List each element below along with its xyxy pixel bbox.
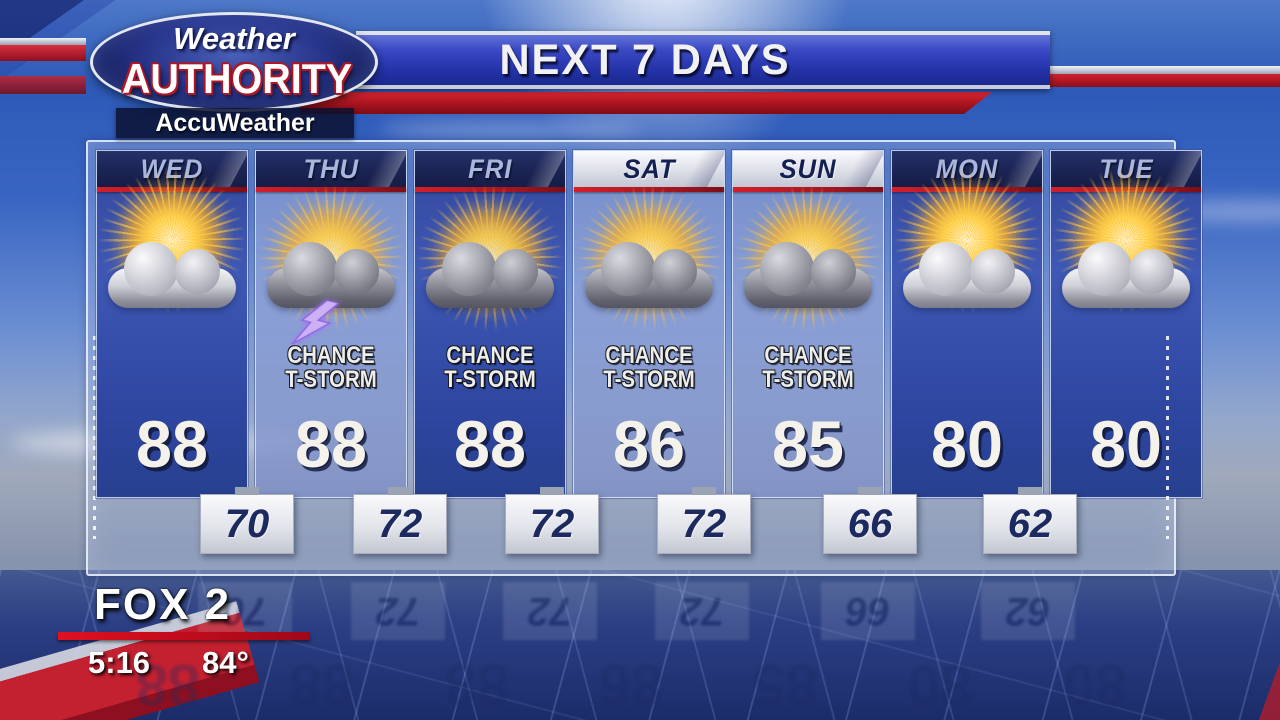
reflection-low: 72	[655, 582, 749, 640]
reflection-high: 85	[753, 652, 818, 718]
header-red-stripe	[0, 45, 86, 61]
reflection-low: 66	[821, 582, 915, 640]
header-silver-stripe	[0, 38, 86, 45]
condition-label: CHANCE T-STORM	[762, 342, 854, 393]
low-temp: 72	[505, 487, 599, 554]
logo-accuweather-text: AccuWeather	[155, 108, 315, 137]
condition-label	[108, 340, 236, 396]
condition-label: CHANCE T-STORM	[444, 342, 536, 393]
day-tab: THU	[256, 151, 406, 187]
forecast-column-sun: SUN CHANCE T-STORM 85	[732, 150, 884, 498]
forecast-column-mon: MON 80	[891, 150, 1043, 498]
header-red-stripe	[0, 76, 86, 94]
cloud-icon	[744, 242, 872, 308]
cloud-icon	[426, 242, 554, 308]
high-temp: 88	[136, 406, 208, 481]
low-temps-row: 70 72 72 72 66 62	[88, 487, 1174, 558]
day-tab-weekend: SAT	[574, 151, 724, 187]
condition-label	[1062, 340, 1190, 396]
banner-red-underbar	[300, 92, 992, 114]
forecast-column-fri: FRI CHANCE T-STORM 88	[414, 150, 566, 498]
banner: NEXT 7 DAYS	[356, 31, 1050, 89]
sun-and-cloud-icon	[97, 166, 247, 336]
station-bug: FOX 2 5:16 84°	[58, 580, 328, 681]
low-temp: 72	[657, 487, 751, 554]
day-tab-weekend: SUN	[733, 151, 883, 187]
reflection-low: 72	[351, 582, 445, 640]
low-temp: 70	[200, 487, 294, 554]
condition-label: CHANCE T-STORM	[603, 342, 695, 393]
cloud-icon	[1062, 242, 1190, 308]
reflection-high: 86	[598, 652, 664, 718]
banner-title: NEXT 7 DAYS	[499, 35, 791, 84]
header-red-stripe	[1040, 74, 1280, 87]
cloud-icon	[903, 242, 1031, 308]
weather-authority-logo: Weather AUTHORITY AccuWeather	[74, 4, 396, 138]
lightning-bolt-icon	[291, 299, 341, 345]
day-label: THU	[303, 153, 359, 184]
thunderstorm-icon	[256, 184, 406, 345]
sun-behind-cloud-icon	[733, 184, 883, 336]
low-temp: 62	[983, 487, 1077, 554]
cloud-streak	[380, 120, 640, 140]
header-silver-stripe	[1028, 66, 1280, 74]
station-logo-text: FOX 2	[94, 580, 232, 629]
condition-label	[903, 340, 1031, 396]
logo-weather-text: Weather	[173, 21, 295, 56]
high-temp: 86	[613, 406, 685, 481]
high-temp: 88	[454, 406, 526, 481]
station-bug-red-line	[58, 632, 310, 640]
storm-cloud-icon	[267, 242, 395, 308]
day-label: SAT	[622, 153, 676, 184]
sun-and-cloud-icon	[1051, 166, 1201, 336]
day-tab: FRI	[415, 151, 565, 187]
forecast-column-tue: TUE 80	[1050, 150, 1202, 498]
reflection-high: 80	[1061, 652, 1127, 718]
cloud-icon	[108, 242, 236, 308]
day-label: SUN	[779, 153, 837, 184]
high-temp: 80	[931, 406, 1003, 481]
high-temp: 85	[772, 406, 844, 481]
current-time: 5:16	[88, 645, 151, 680]
reflection-low: 72	[503, 582, 597, 640]
reflection-high: 88	[444, 652, 509, 718]
cloud-icon	[585, 242, 713, 308]
day-label: FRI	[467, 153, 513, 184]
sun-behind-cloud-icon	[415, 184, 565, 336]
current-temperature: 84°	[202, 645, 249, 680]
logo-globe-oval: Weather AUTHORITY	[90, 12, 378, 112]
logo-accuweather-bar: AccuWeather	[116, 108, 354, 138]
low-temp: 66	[823, 487, 917, 554]
condition-label: CHANCE T-STORM	[285, 342, 377, 393]
high-temp: 88	[295, 406, 367, 481]
forecast-column-wed: WED 88	[96, 150, 248, 498]
low-temp: 72	[353, 487, 447, 554]
high-temp: 80	[1090, 406, 1162, 481]
forecast-column-sat: SAT CHANCE T-STORM 86	[573, 150, 725, 498]
forecast-panel: WED 88 THU	[86, 140, 1202, 576]
forecast-column-thu: THU CHANCE T-STORM 88	[255, 150, 407, 498]
reflection-high: 80	[907, 652, 973, 718]
logo-authority-text: AUTHORITY	[121, 55, 353, 102]
sun-and-cloud-icon	[892, 166, 1042, 336]
reflection-low: 62	[981, 582, 1075, 640]
sun-behind-cloud-icon	[574, 184, 724, 336]
forecast-columns: WED 88 THU	[88, 142, 1202, 498]
